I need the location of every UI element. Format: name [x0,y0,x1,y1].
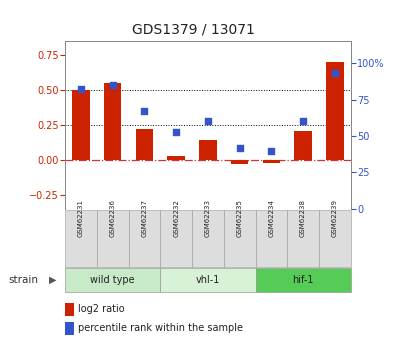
Point [78,87,84,92]
Text: hif-1: hif-1 [292,275,314,285]
Text: ▶: ▶ [49,275,56,285]
Point [331,71,338,76]
Text: GSM62235: GSM62235 [236,199,243,237]
Bar [294,131,312,160]
Text: GSM62236: GSM62236 [110,199,116,237]
Text: GSM62237: GSM62237 [142,199,147,237]
Text: wild type: wild type [90,275,135,285]
Text: GSM62239: GSM62239 [332,199,338,237]
Text: GDS1379 / 13071: GDS1379 / 13071 [132,22,255,36]
Text: GSM62234: GSM62234 [268,199,274,237]
Point [236,145,243,150]
Point [205,119,211,124]
Text: GSM62238: GSM62238 [300,199,306,237]
Text: GSM62233: GSM62233 [205,199,211,237]
Bar [168,156,185,160]
Text: GSM62231: GSM62231 [78,199,84,237]
Bar [262,160,280,163]
Bar [231,160,248,164]
Bar [104,83,121,160]
Point [300,119,307,124]
Point [109,82,116,88]
Text: GSM62232: GSM62232 [173,199,179,237]
Text: log2 ratio: log2 ratio [78,304,124,314]
Text: percentile rank within the sample: percentile rank within the sample [78,323,243,333]
Text: strain: strain [8,275,38,285]
Bar [72,90,90,160]
Bar [326,62,344,160]
Bar [136,129,153,160]
Bar [199,140,217,160]
Text: vhl-1: vhl-1 [196,275,220,285]
Point [268,148,275,153]
Point [141,108,148,114]
Point [173,129,179,134]
